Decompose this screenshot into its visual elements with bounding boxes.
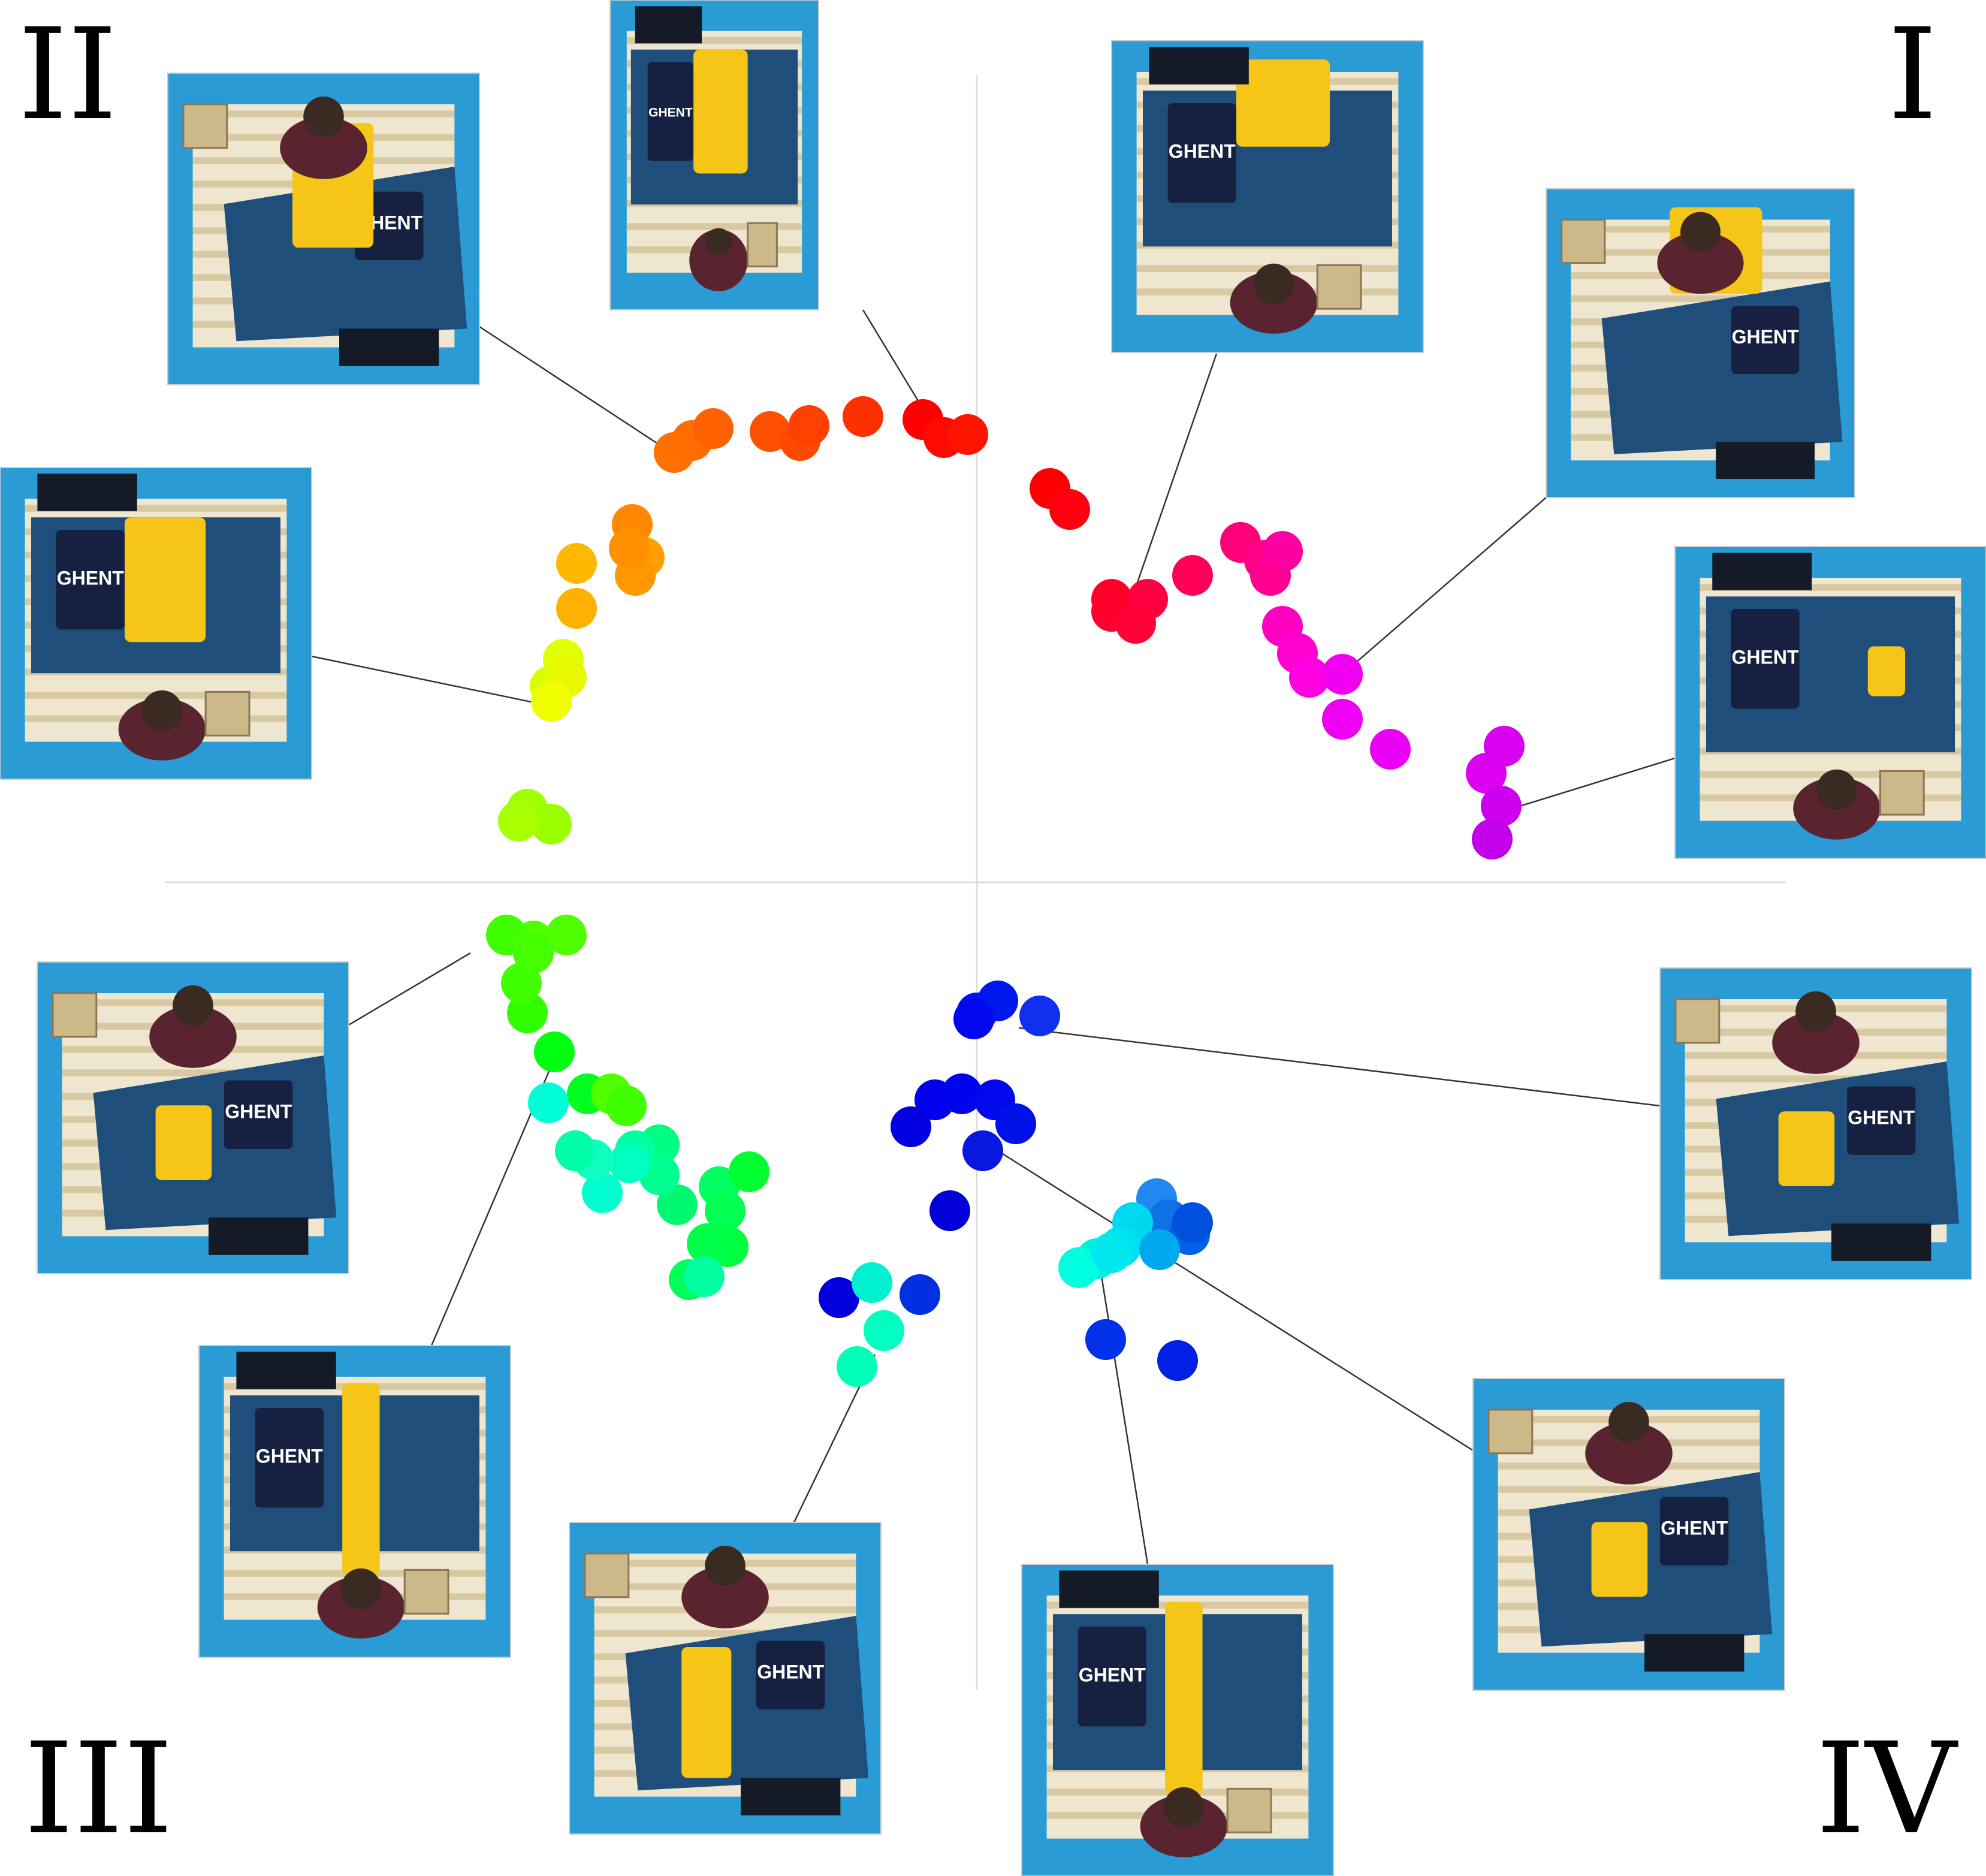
trajectory-point bbox=[684, 1256, 725, 1297]
frame-thumbnail: GHENT bbox=[1674, 546, 1986, 859]
trajectory-point bbox=[789, 405, 829, 446]
svg-text:GHENT: GHENT bbox=[1169, 141, 1236, 162]
trajectory-point bbox=[864, 1310, 904, 1351]
frame-thumbnail: GHENT bbox=[1472, 1378, 1785, 1691]
svg-text:GHENT: GHENT bbox=[225, 1101, 292, 1123]
trajectory-point bbox=[1172, 555, 1213, 596]
trajectory-point bbox=[531, 681, 572, 722]
frame-thumbnail: GHENT bbox=[1659, 967, 1972, 1280]
trajectory-point bbox=[1481, 786, 1522, 827]
trajectory-point bbox=[1289, 657, 1330, 698]
trajectory-point bbox=[1172, 1202, 1213, 1243]
trajectory-point bbox=[531, 804, 572, 844]
trajectory-point bbox=[556, 543, 597, 584]
frame-thumbnail: GHENT bbox=[0, 467, 312, 780]
svg-text:GHENT: GHENT bbox=[256, 1446, 323, 1467]
connector-line bbox=[311, 655, 543, 705]
connector-line bbox=[1018, 1027, 1661, 1107]
quadrant-label-3: III bbox=[24, 1715, 173, 1862]
svg-text:GHENT: GHENT bbox=[1732, 647, 1799, 668]
trajectory-point bbox=[498, 801, 539, 842]
connector-line bbox=[1510, 757, 1676, 810]
trajectory-point bbox=[1262, 531, 1303, 572]
trajectory-point bbox=[1058, 1247, 1099, 1288]
trajectory-point bbox=[1049, 489, 1090, 530]
quadrant-label-1: I bbox=[1888, 1, 1937, 148]
trajectory-point bbox=[729, 1151, 769, 1192]
frame-thumbnail: GHENT bbox=[609, 0, 819, 310]
trajectory-point bbox=[995, 1103, 1036, 1144]
trajectory-point bbox=[693, 408, 734, 449]
trajectory-point bbox=[900, 1274, 940, 1315]
connector-line bbox=[348, 952, 471, 1026]
svg-text:GHENT: GHENT bbox=[1079, 1664, 1146, 1686]
connector-line bbox=[997, 1150, 1474, 1452]
trajectory-point bbox=[947, 414, 988, 455]
trajectory-point bbox=[962, 1130, 1003, 1171]
trajectory-point bbox=[1322, 699, 1363, 740]
trajectory-point bbox=[528, 1082, 569, 1123]
trajectory-point bbox=[1085, 1319, 1126, 1360]
svg-text:GHENT: GHENT bbox=[648, 105, 693, 119]
trajectory-point bbox=[929, 1190, 970, 1231]
trajectory-point bbox=[609, 528, 650, 569]
trajectory-point bbox=[582, 1172, 623, 1213]
frame-thumbnail: GHENT bbox=[1021, 1564, 1334, 1876]
trajectory-point bbox=[843, 396, 883, 437]
trajectory-point bbox=[941, 1073, 982, 1114]
trajectory-point bbox=[546, 915, 587, 955]
trajectory-point bbox=[819, 1277, 859, 1318]
trajectory-point bbox=[852, 1262, 892, 1303]
trajectory-points bbox=[486, 396, 1525, 1387]
connector-line bbox=[1342, 497, 1547, 675]
svg-text:GHENT: GHENT bbox=[757, 1661, 824, 1683]
connector-line bbox=[1098, 1264, 1149, 1565]
trajectory-point bbox=[534, 1032, 575, 1072]
svg-text:GHENT: GHENT bbox=[1661, 1518, 1728, 1539]
svg-text:GHENT: GHENT bbox=[1732, 326, 1799, 348]
frame-thumbnail: GHENT bbox=[1546, 188, 1855, 498]
trajectory-point bbox=[687, 1223, 728, 1264]
trajectory-point bbox=[513, 933, 554, 973]
trajectory-point bbox=[1157, 1340, 1198, 1381]
frame-thumbnail: GHENT bbox=[198, 1345, 511, 1658]
trajectory-point bbox=[1139, 1229, 1180, 1270]
trajectory-point bbox=[1091, 1232, 1132, 1273]
trajectory-point bbox=[1322, 654, 1363, 695]
trajectory-point bbox=[1472, 819, 1513, 859]
trajectory-point bbox=[953, 999, 994, 1039]
trajectory-point bbox=[1484, 726, 1525, 767]
trajectory-point bbox=[606, 1085, 647, 1126]
quadrant-label-2: II bbox=[18, 1, 117, 148]
frame-thumbnail: GHENT bbox=[37, 961, 349, 1274]
trajectory-point bbox=[1019, 996, 1060, 1036]
trajectory-point bbox=[1370, 729, 1411, 770]
frame-thumbnail: GHENT bbox=[1111, 40, 1424, 353]
quadrant-label-4: IV bbox=[1816, 1715, 1957, 1862]
frame-thumbnail: GHENT bbox=[167, 73, 480, 385]
trajectory-point bbox=[555, 1130, 596, 1171]
trajectory-point bbox=[837, 1346, 877, 1387]
trajectory-point bbox=[1115, 603, 1156, 644]
frame-thumbnail: GHENT bbox=[569, 1522, 882, 1835]
trajectory-point bbox=[609, 1142, 650, 1183]
svg-text:GHENT: GHENT bbox=[57, 568, 124, 589]
trajectory-point bbox=[657, 1184, 698, 1225]
trajectory-point bbox=[705, 1190, 745, 1231]
trajectory-point bbox=[891, 1106, 931, 1147]
connector-line bbox=[862, 309, 927, 414]
svg-text:GHENT: GHENT bbox=[1848, 1107, 1915, 1129]
trajectory-point bbox=[556, 588, 597, 629]
connector-line bbox=[479, 325, 672, 454]
connector-line bbox=[1131, 353, 1218, 597]
